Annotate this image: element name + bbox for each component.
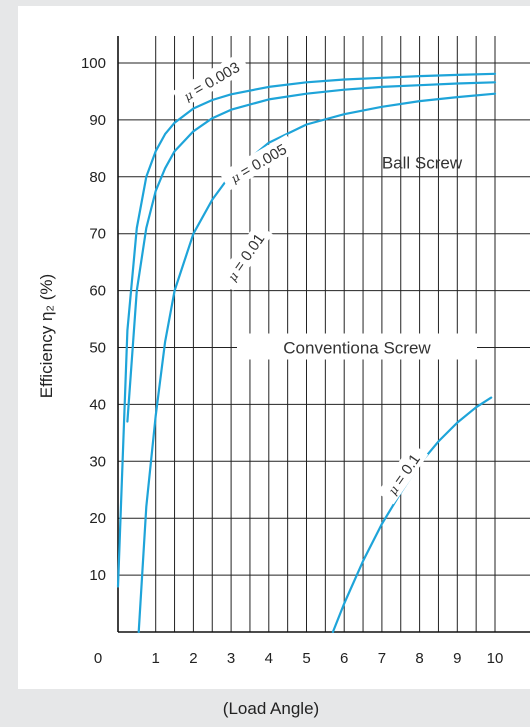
x-tick-label: 10 [487, 650, 504, 667]
series-line-2 [137, 92, 497, 634]
x-tick-label: 4 [265, 650, 273, 667]
x-tick-label: 1 [152, 650, 160, 667]
series-line-0 [116, 72, 497, 588]
x-tick-label: 8 [415, 650, 423, 667]
annotation-ball-screw: Ball Screw [382, 153, 463, 172]
x-tick-labels: 0 1 2 3 4 5 6 7 8 9 10 [94, 650, 504, 667]
y-tick-label: 20 [89, 510, 106, 527]
y-tick-label: 50 [89, 340, 106, 357]
x-tick-label: 3 [227, 650, 235, 667]
y-tick-label: 60 [89, 283, 106, 300]
y-tick-label: 70 [89, 226, 106, 243]
series-label-background [377, 443, 429, 505]
y-axis-title: Efficiency η₂ (%) [37, 274, 56, 398]
x-tick-label: 2 [189, 650, 197, 667]
x-tick-label: 5 [302, 650, 310, 667]
series-label-background [216, 222, 273, 291]
chart-panel: 10 20 30 40 50 60 70 80 90 100 0 1 2 3 4 5 6 7 8 9 10 Ball … [18, 6, 530, 689]
annotation-background [237, 333, 477, 360]
annotation-conventional-screw: Conventiona Screw [283, 339, 431, 358]
y-tick-label: 100 [81, 55, 106, 72]
chart-annotations: Ball Screw Conventiona Screw [237, 153, 477, 360]
x-axis-title-area: (Load Angle) [223, 699, 319, 718]
series-label-background [172, 52, 250, 109]
axes [117, 36, 530, 633]
x-tick-label: 9 [453, 650, 461, 667]
series-label-group: μ = 0.01 [216, 222, 273, 291]
x-axis-title: (Load Angle) [223, 699, 319, 718]
y-tick-label: 90 [89, 112, 106, 129]
x-tick-label: 0 [94, 650, 102, 667]
y-tick-label: 80 [89, 169, 106, 186]
x-tick-label: 7 [378, 650, 386, 667]
series-line-3 [331, 396, 493, 634]
y-tick-label: 30 [89, 453, 106, 470]
series-line-1 [126, 81, 497, 423]
y-tick-label: 10 [89, 567, 106, 584]
x-tick-label: 6 [340, 650, 348, 667]
series-label-background [219, 134, 297, 191]
y-tick-labels: 10 20 30 40 50 60 70 80 90 100 [81, 55, 106, 584]
y-tick-label: 40 [89, 396, 106, 413]
series-label-group: μ = 0.1 [377, 443, 429, 505]
efficiency-chart: 10 20 30 40 50 60 70 80 90 100 0 1 2 3 4 5 6 7 8 9 10 Ball … [37, 36, 530, 667]
